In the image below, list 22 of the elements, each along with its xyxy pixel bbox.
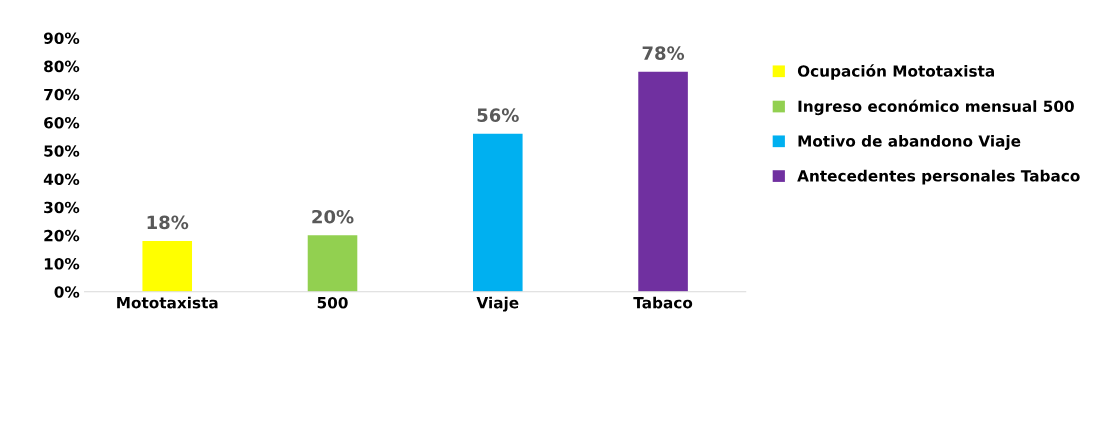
y-tick-label: 80% xyxy=(44,60,80,73)
x-tick-label: Viaje xyxy=(476,296,519,312)
x-tick-label: Mototaxista xyxy=(117,296,218,309)
data-label: 56% xyxy=(477,108,519,122)
y-tick-label: 10% xyxy=(44,258,80,270)
y-tick-label: 20% xyxy=(44,229,80,242)
legend-label: Ocupación Mototaxista xyxy=(797,64,994,80)
y-tick-label: 40% xyxy=(43,173,80,185)
y-tick-label: 50% xyxy=(44,145,80,157)
legend-label: Ingreso económico mensual 500 xyxy=(798,99,1074,116)
data-label: 20% xyxy=(312,209,354,224)
data-label: 78% xyxy=(642,46,685,60)
legend-label: Antecedentes personales Tabaco xyxy=(797,169,1080,185)
y-tick-label: 30% xyxy=(44,201,80,214)
y-tick-label: 90% xyxy=(43,32,80,44)
y-tick-label: 70% xyxy=(44,88,80,101)
data-label: 18% xyxy=(147,215,189,230)
x-tick-label: 500 xyxy=(317,296,348,309)
x-tick-label: Tabaco xyxy=(633,296,693,309)
y-tick-label: 60% xyxy=(44,117,80,129)
legend-label: Motivo de abandono Viaje xyxy=(798,135,1021,150)
y-tick-label: 0% xyxy=(54,286,80,298)
